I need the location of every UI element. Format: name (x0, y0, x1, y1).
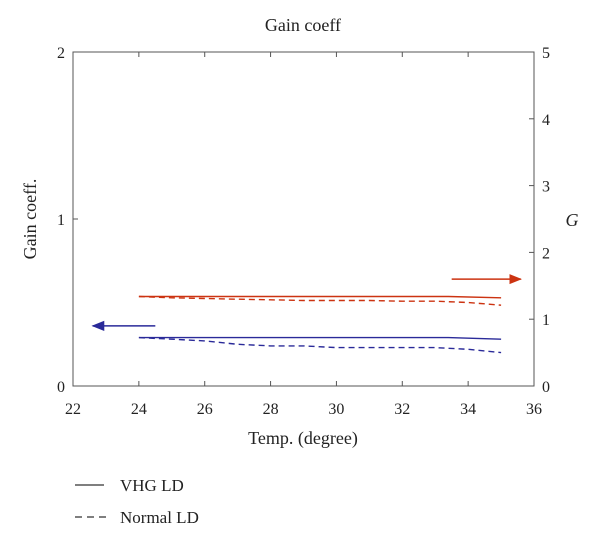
y-axis-right: 0 1 2 3 4 5 (529, 45, 550, 396)
x-axis: 22 24 26 28 30 32 34 36 (65, 52, 542, 418)
y-axis-right-label: G (566, 210, 579, 230)
series-line-right-solid (138, 295, 502, 299)
series-line-left-dashed (138, 336, 502, 354)
x-tick-label: 36 (526, 401, 542, 418)
chart-title: Gain coeff (265, 15, 341, 35)
plot-frame (72, 51, 535, 387)
y-right-tick-label: 5 (542, 45, 550, 62)
series-line-left-solid (138, 336, 502, 340)
legend-label-vhg-ld: VHG LD (120, 476, 184, 495)
x-tick-label: 24 (131, 401, 147, 418)
y-right-tick-label: 4 (542, 112, 550, 129)
y-right-tick-label: 0 (542, 379, 550, 396)
y-right-tick-label: 2 (542, 245, 550, 262)
x-axis-label: Temp. (degree) (248, 428, 358, 449)
annotation-layer (91, 273, 523, 332)
x-tick-label: 26 (197, 401, 213, 418)
y-left-tick-label: 1 (57, 212, 65, 229)
y-axis-left: 0 1 2 (57, 45, 78, 396)
y-left-tick-label: 2 (57, 45, 65, 62)
x-tick-label: 28 (263, 401, 279, 418)
series-line-right-dashed (138, 295, 502, 306)
y-left-tick-label: 0 (57, 379, 65, 396)
legend-label-normal-ld: Normal LD (120, 508, 199, 527)
y-right-tick-label: 1 (542, 312, 550, 329)
y-axis-left-label: Gain coeff. (20, 179, 40, 260)
legend: VHG LD Normal LD (75, 476, 199, 527)
y-right-tick-label: 3 (542, 179, 550, 196)
x-tick-label: 34 (460, 401, 476, 418)
x-tick-label: 22 (65, 401, 81, 418)
series-layer (138, 295, 502, 354)
x-tick-label: 30 (328, 401, 344, 418)
x-tick-label: 32 (394, 401, 410, 418)
